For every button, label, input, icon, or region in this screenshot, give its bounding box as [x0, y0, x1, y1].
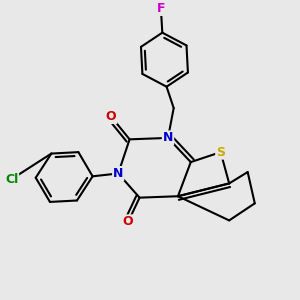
Text: O: O	[106, 110, 116, 123]
Text: N: N	[113, 167, 123, 180]
Text: O: O	[123, 215, 134, 228]
Text: N: N	[163, 131, 173, 144]
Text: S: S	[216, 146, 225, 159]
Text: Cl: Cl	[5, 173, 18, 186]
Text: F: F	[157, 2, 165, 15]
